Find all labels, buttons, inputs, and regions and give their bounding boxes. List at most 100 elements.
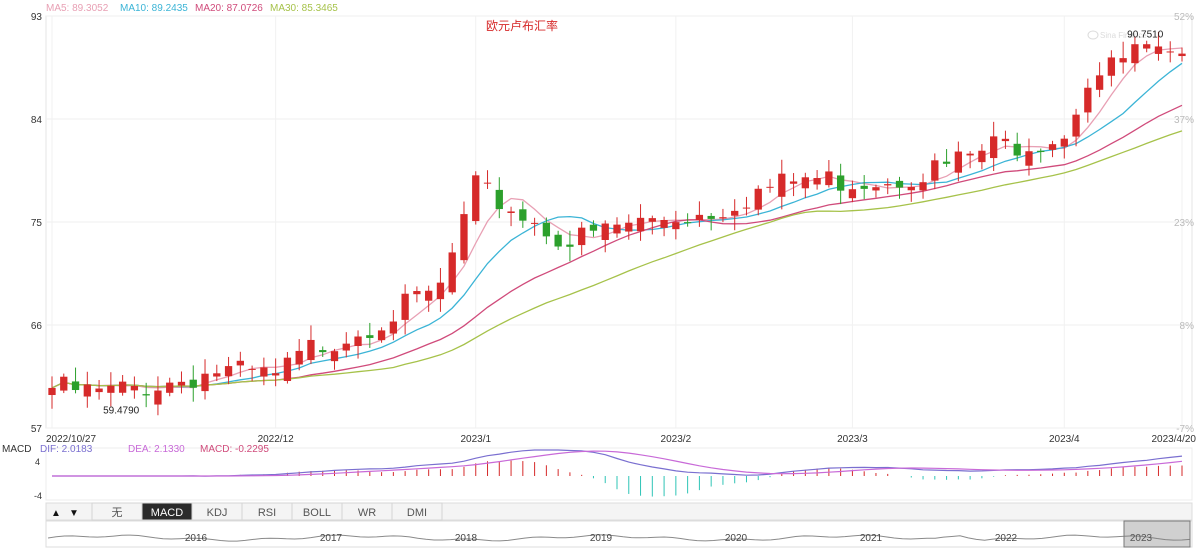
x-tick-label: 2023/4	[1049, 434, 1080, 445]
tab-label[interactable]: BOLL	[303, 507, 331, 519]
tab-6-bg[interactable]	[391, 502, 443, 521]
candle	[448, 242, 456, 295]
candle	[1095, 62, 1104, 98]
price-annotations: 59.4790 90.7510	[103, 30, 1164, 417]
candle	[201, 359, 209, 400]
tab-label[interactable]: 无	[112, 507, 123, 519]
candle	[1107, 50, 1116, 87]
tab-label[interactable]: KDJ	[207, 507, 228, 519]
x-tick-label: 2023/3	[837, 434, 868, 445]
candle	[425, 285, 433, 312]
tab-label[interactable]: WR	[358, 507, 376, 519]
macd-panel	[45, 447, 1193, 501]
candle	[683, 213, 692, 227]
candle	[695, 201, 704, 227]
scroll-down-arrow[interactable]: ▼	[69, 508, 79, 519]
candle	[413, 286, 421, 303]
candle	[319, 346, 327, 357]
ma30-line	[51, 130, 1183, 389]
candle	[295, 339, 303, 371]
tab-label[interactable]: DMI	[407, 507, 427, 519]
right-tick-label: 8%	[1180, 321, 1195, 332]
y-axis-ticks: 57 66 75 84 93	[31, 12, 43, 435]
candle	[872, 184, 880, 198]
candle	[731, 199, 739, 231]
price-annotation: 59.4790	[103, 406, 140, 417]
x-tick-label: 2023/1	[460, 434, 491, 445]
candle	[707, 213, 715, 231]
macd-value-label: MACD: -0.2295	[200, 444, 269, 455]
overview-line	[47, 534, 1191, 542]
overview-year-label: 2023	[1130, 533, 1153, 544]
x-tick-label: 2022/10/27	[46, 434, 96, 445]
overview-range-handle[interactable]	[1123, 520, 1191, 548]
scroll-arrows: ▲ ▼	[51, 508, 79, 519]
dea-line	[52, 450, 1183, 477]
y-tick-label: 57	[31, 424, 43, 435]
right-tick-label: 52%	[1174, 12, 1194, 23]
candle	[1072, 108, 1080, 147]
candle	[389, 310, 398, 341]
candle	[848, 180, 857, 203]
candle	[342, 332, 350, 358]
overview-year-label: 2017	[320, 533, 343, 544]
candle	[1001, 130, 1010, 149]
macd-dea-label: DEA: 2.1330	[128, 444, 185, 455]
svg-text:Sina Finance: Sina Finance	[1100, 31, 1147, 40]
tab-label[interactable]: MACD	[151, 507, 183, 519]
candle	[1154, 31, 1163, 61]
ma5-label: MA5: 89.3052	[46, 3, 109, 14]
x-tick-label: 2023/4/20	[1152, 434, 1197, 445]
candle	[1143, 40, 1151, 53]
candle	[460, 201, 468, 264]
candle	[166, 377, 174, 397]
candle	[766, 178, 774, 193]
candle	[472, 171, 480, 225]
candle	[742, 196, 751, 216]
candle	[578, 221, 586, 256]
ma20-label: MA20: 87.0726	[195, 3, 263, 14]
right-tick-label: 23%	[1174, 218, 1194, 229]
candle	[919, 173, 927, 199]
price-annotation: 90.7510	[1127, 30, 1164, 41]
x-axis-ticks: 2022/10/27 2022/12 2023/1 2023/2 2023/3 2023/…	[46, 434, 1196, 445]
candle	[789, 173, 798, 197]
right-tick-label: 37%	[1174, 115, 1194, 126]
candle	[836, 163, 845, 205]
candles	[48, 31, 1186, 416]
candle	[507, 206, 515, 227]
candle	[719, 208, 727, 223]
candle	[401, 284, 409, 335]
chart-title: 欧元卢布汇率	[486, 18, 558, 33]
candle	[860, 175, 868, 200]
candle	[542, 217, 551, 245]
candle	[672, 210, 680, 240]
tab-label[interactable]: RSI	[258, 507, 276, 519]
overview-year-label: 2018	[455, 533, 478, 544]
candle	[283, 352, 292, 384]
watermark: Sina Finance	[1087, 30, 1147, 40]
candle	[118, 375, 127, 396]
x-tick-label: 2023/2	[661, 434, 692, 445]
candle	[801, 172, 809, 199]
candle	[436, 267, 445, 312]
candle	[1131, 36, 1139, 72]
candle	[1084, 78, 1092, 123]
scroll-up-arrow[interactable]: ▲	[51, 508, 61, 519]
candle	[625, 214, 633, 240]
candle	[60, 373, 68, 394]
candle	[271, 358, 280, 387]
y-tick-label: 93	[31, 12, 43, 23]
candle	[330, 348, 339, 370]
macd-label: MACD	[2, 444, 31, 455]
y-tick-label: 84	[31, 115, 43, 126]
candle	[366, 322, 374, 348]
candle	[519, 201, 527, 228]
candle	[95, 379, 103, 400]
candle	[990, 121, 998, 172]
candle	[1037, 148, 1045, 163]
candle	[931, 153, 939, 190]
ma30-label: MA30: 85.3465	[270, 3, 338, 14]
candle	[813, 170, 821, 190]
y-tick-label: 75	[31, 218, 43, 229]
